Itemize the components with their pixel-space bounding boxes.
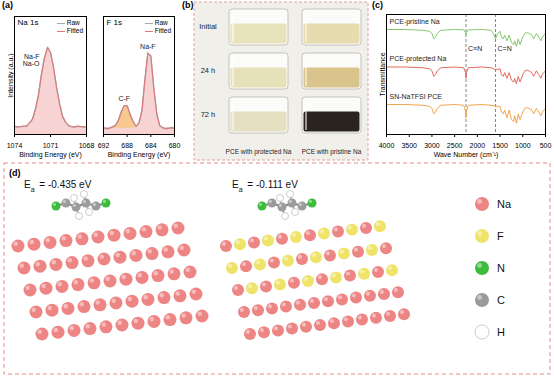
svg-text:684: 684 (145, 142, 157, 149)
svg-text:Na 1s: Na 1s (18, 18, 39, 27)
html-text:Fitted: Fitted (154, 27, 171, 34)
html-text:Raw: Raw (154, 19, 168, 26)
svg-text:692: 692 (98, 142, 110, 149)
svg-text:PCE-protected Na: PCE-protected Na (390, 55, 447, 63)
svg-text:Transmittance: Transmittance (379, 52, 386, 96)
svg-text:PCE with protected Na: PCE with protected Na (226, 148, 292, 156)
html-text:(c): (c) (372, 0, 383, 10)
html-text:(b): (b) (182, 0, 194, 10)
svg-text:2000: 2000 (470, 142, 486, 149)
svg-text:(d): (d) (9, 168, 21, 178)
svg-text:Wave Number (cm⁻¹): Wave Number (cm⁻¹) (434, 151, 499, 159)
svg-text:C≡N: C≡N (468, 44, 482, 51)
svg-text:Ea = -0.435 eV: Ea = -0.435 eV (24, 179, 92, 193)
svg-text:500: 500 (540, 142, 552, 149)
svg-text:Binding Energy (eV): Binding Energy (eV) (108, 151, 171, 159)
svg-text:SN-NaTFSI PCE: SN-NaTFSI PCE (390, 93, 443, 100)
svg-text:F 1s: F 1s (107, 18, 123, 27)
html-text:Fitted: Fitted (66, 27, 83, 34)
svg-text:3000: 3000 (424, 142, 440, 149)
svg-text:1500: 1500 (492, 142, 508, 149)
svg-text:Binding Energy (eV): Binding Energy (eV) (19, 151, 82, 159)
svg-text:H: H (497, 326, 505, 338)
svg-text:1000: 1000 (515, 142, 531, 149)
svg-text:N: N (497, 262, 505, 274)
html-text:Raw: Raw (66, 19, 80, 26)
svg-text:Ea = -0.111 eV: Ea = -0.111 eV (232, 179, 298, 193)
svg-text:680: 680 (169, 142, 181, 149)
svg-text:688: 688 (121, 142, 133, 149)
svg-text:1074: 1074 (7, 142, 23, 149)
svg-text:PCE with pristine Na: PCE with pristine Na (302, 148, 362, 156)
svg-text:PCE-pristine Na: PCE-pristine Na (390, 18, 440, 26)
svg-text:4000: 4000 (379, 142, 395, 149)
svg-text:C: C (497, 294, 505, 306)
svg-text:C=N: C=N (498, 44, 512, 51)
svg-text:Na-F: Na-F (140, 43, 156, 50)
svg-text:Na-FNa-O: Na-FNa-O (23, 53, 40, 67)
svg-text:3500: 3500 (401, 142, 417, 149)
svg-text:1068: 1068 (79, 142, 95, 149)
svg-text:1071: 1071 (43, 142, 59, 149)
svg-text:24 h: 24 h (201, 66, 216, 75)
svg-text:Na: Na (497, 198, 512, 210)
svg-text:Initial: Initial (199, 22, 217, 31)
svg-text:F: F (497, 230, 504, 242)
svg-text:Intensity (a.u.): Intensity (a.u.) (7, 53, 15, 97)
html-text:(a): (a) (2, 0, 13, 10)
svg-text:72 h: 72 h (201, 110, 216, 119)
svg-text:2500: 2500 (447, 142, 463, 149)
svg-text:C-F: C-F (118, 95, 130, 102)
